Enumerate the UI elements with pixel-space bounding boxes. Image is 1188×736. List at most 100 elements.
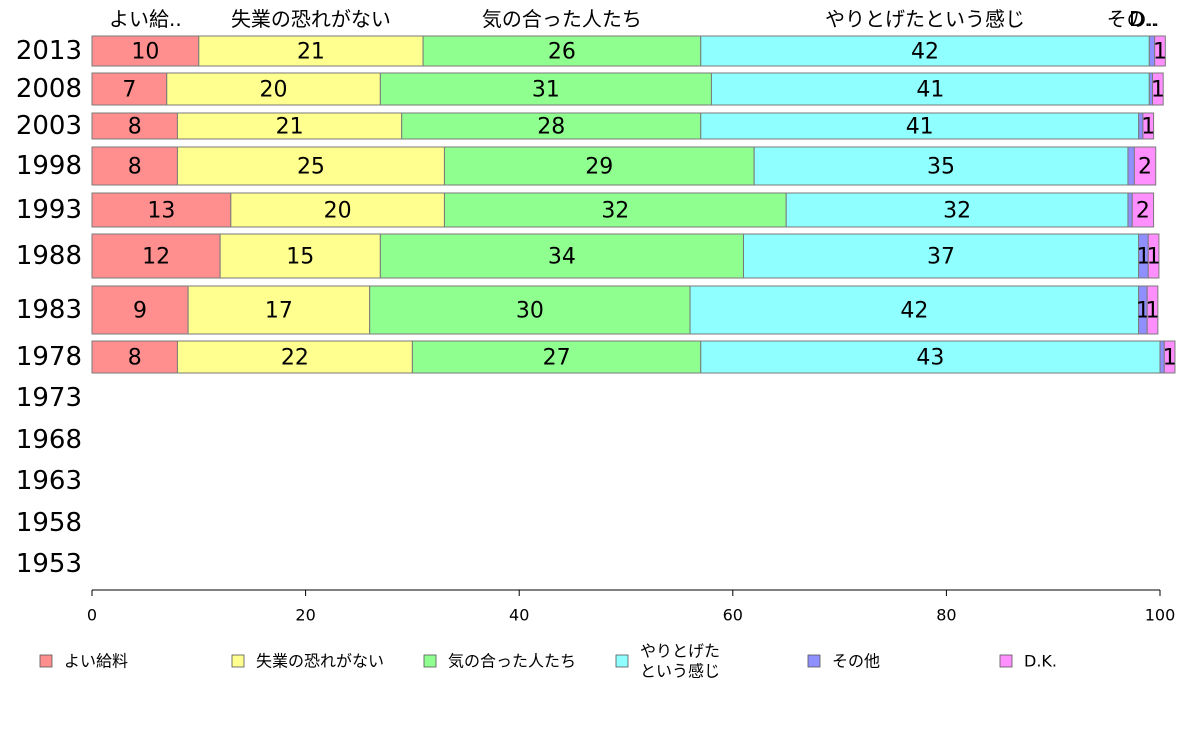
y-tick-label: 1978 bbox=[16, 342, 82, 372]
x-tick-label: 60 bbox=[723, 606, 743, 625]
legend-swatch bbox=[999, 654, 1013, 668]
bar-data-label: 31 bbox=[532, 78, 560, 103]
bar-segment bbox=[187, 285, 371, 335]
bar-segment bbox=[422, 35, 702, 67]
bar-data-label: 42 bbox=[911, 40, 939, 65]
bar-data-label: 21 bbox=[276, 115, 304, 140]
bar-data-label: 12 bbox=[142, 245, 170, 270]
bar-data-label: 37 bbox=[927, 245, 955, 270]
bar-segment bbox=[1147, 233, 1160, 279]
bar-segment bbox=[1146, 285, 1159, 335]
bar-data-label: 1 bbox=[1141, 115, 1155, 140]
y-tick-label: 2008 bbox=[16, 74, 82, 104]
bar-segment bbox=[379, 233, 744, 279]
bar-segment bbox=[230, 192, 445, 228]
bar-segment bbox=[443, 146, 755, 186]
bar-data-label: 42 bbox=[900, 299, 928, 324]
bar-segment bbox=[176, 146, 445, 186]
legend: よい給料 失業の恐れがない 気の合った人たち やりとげたという感じ その他 D.K. bbox=[39, 642, 1057, 681]
bar-segment bbox=[91, 72, 168, 106]
x-axis: 0 20 40 60 80 100 bbox=[87, 589, 1176, 625]
bar-segment bbox=[91, 233, 221, 279]
legend-swatch bbox=[423, 654, 437, 668]
y-tick-label: 1983 bbox=[16, 295, 82, 325]
bar-data-label: 43 bbox=[916, 346, 944, 371]
bar-segment bbox=[401, 112, 702, 140]
bar-segment bbox=[742, 233, 1140, 279]
y-tick-label: 1953 bbox=[16, 549, 82, 579]
y-tick-label: 1963 bbox=[16, 466, 82, 496]
bar-segment bbox=[166, 72, 381, 106]
series-top-label: 失業の恐れがない bbox=[231, 7, 391, 31]
bar-data-label: 34 bbox=[548, 245, 576, 270]
y-tick-label: 1988 bbox=[16, 241, 82, 271]
bar-segment bbox=[700, 340, 1161, 374]
bar-segment bbox=[91, 112, 178, 140]
bar-data-label: 29 bbox=[585, 155, 613, 180]
bar-data-label: 15 bbox=[286, 245, 314, 270]
bar-segment bbox=[700, 35, 1150, 67]
x-tick-label: 80 bbox=[936, 606, 956, 625]
bar-data-label: 1 bbox=[1153, 40, 1167, 65]
bar-data-label: 30 bbox=[516, 299, 544, 324]
bar-segment bbox=[91, 35, 200, 67]
bar-segment bbox=[91, 340, 178, 374]
bar-data-label: 1 bbox=[1136, 299, 1150, 324]
y-tick-label: 2013 bbox=[16, 36, 82, 66]
legend-label: やりとげた bbox=[640, 642, 720, 661]
x-tick-label: 20 bbox=[295, 606, 315, 625]
bar-data-label: 41 bbox=[906, 115, 934, 140]
bar-segment bbox=[379, 72, 712, 106]
bar-segment bbox=[443, 192, 787, 228]
bar-data-label: 35 bbox=[927, 155, 955, 180]
bar-segment bbox=[1163, 340, 1176, 374]
y-tick-label: 1993 bbox=[16, 195, 82, 225]
bar-data-label: 8 bbox=[128, 155, 142, 180]
bar-data-label: 22 bbox=[281, 346, 309, 371]
y-tick-label: 1968 bbox=[16, 425, 82, 455]
bar-segment bbox=[753, 146, 1129, 186]
bar-segment bbox=[1133, 146, 1157, 186]
series-top-label: その.. bbox=[1107, 7, 1160, 31]
bar-segment bbox=[785, 192, 1129, 228]
bar-data-label: 8 bbox=[128, 115, 142, 140]
legend-label: よい給料 bbox=[64, 652, 128, 671]
bar-segment bbox=[1152, 72, 1164, 106]
bar-data-label: 41 bbox=[916, 78, 944, 103]
bar-data-label: 17 bbox=[265, 299, 293, 324]
bar-data-label: 10 bbox=[131, 40, 159, 65]
bar-data-label: 25 bbox=[297, 155, 325, 180]
y-axis-labels: 2013 2008 2003 1998 1993 1988 1983 1978 1973 1968… bbox=[16, 36, 82, 579]
series-top-label: よい給.. bbox=[109, 7, 182, 31]
y-tick-label: 2003 bbox=[16, 111, 82, 141]
bar-segment bbox=[1127, 192, 1133, 228]
bar-data-label: 13 bbox=[147, 199, 175, 224]
legend-label: 気の合った人たち bbox=[448, 652, 576, 671]
series-top-label: D.. bbox=[1129, 7, 1157, 31]
bar-data-label: 1 bbox=[1146, 299, 1160, 324]
series-top-label: 気の合った人たち bbox=[482, 7, 642, 31]
y-tick-label: 1973 bbox=[16, 383, 82, 413]
bar-data-label: 1 bbox=[1151, 78, 1165, 103]
series-top-labels: よい給.. 失業の恐れがない 気の合った人たち やりとげたという感じ その..D.. bbox=[109, 7, 1159, 31]
bar-data-label: 2 bbox=[1136, 199, 1150, 224]
bars: 10 21 26 42 17 20 31 41 18 21 28 41 18 25 29 35 213 20 32 3… bbox=[91, 35, 1177, 374]
bar-data-label: 1 bbox=[1136, 245, 1150, 270]
y-tick-label: 1958 bbox=[16, 508, 82, 538]
x-tick-label: 100 bbox=[1145, 606, 1176, 625]
bar-segment bbox=[700, 112, 1140, 140]
bar-segment bbox=[1131, 192, 1155, 228]
legend-swatch bbox=[231, 654, 245, 668]
bar-segment bbox=[710, 72, 1150, 106]
bar-data-label: 28 bbox=[537, 115, 565, 140]
bar-segment bbox=[198, 35, 424, 67]
x-tick-label: 0 bbox=[87, 606, 97, 625]
bar-segment bbox=[1127, 146, 1135, 186]
legend-swatch bbox=[615, 654, 629, 668]
bar-data-label: 21 bbox=[297, 40, 325, 65]
bar-data-label: 1 bbox=[1163, 346, 1177, 371]
bar-data-label: 32 bbox=[943, 199, 971, 224]
legend-label: その他 bbox=[832, 652, 880, 671]
bar-data-label: 32 bbox=[601, 199, 629, 224]
